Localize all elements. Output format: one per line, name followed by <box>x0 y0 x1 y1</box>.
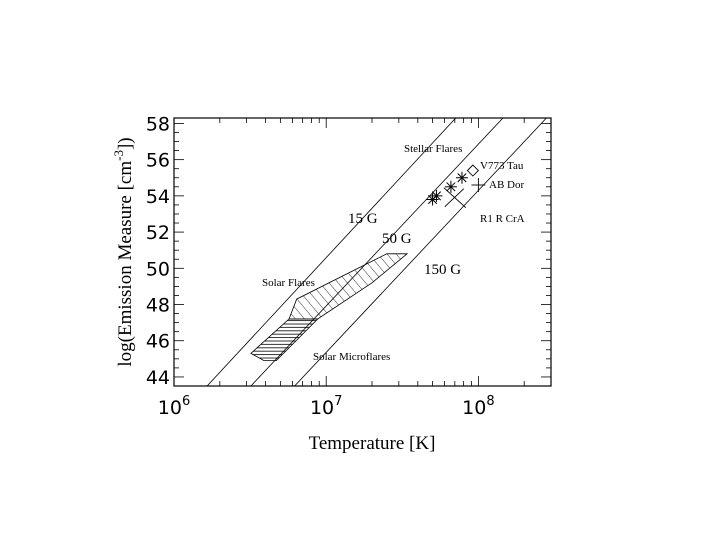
x-tick-exponent: 8 <box>486 394 494 409</box>
stellar-flares-label: Stellar Flares <box>404 143 462 155</box>
field-label-150g: 150 G <box>424 262 461 278</box>
solar-microflares-region <box>250 318 319 362</box>
ab-dor-label: AB Dor <box>489 179 524 191</box>
asterisk-stroke <box>431 191 442 201</box>
y-axis-title-close: ]) <box>115 137 136 150</box>
field-lines <box>206 118 547 386</box>
y-tick-label: 48 <box>146 295 170 317</box>
x-tick-base: 10 <box>158 397 182 419</box>
markers <box>426 164 486 209</box>
stellar-flare-point <box>430 189 443 202</box>
y-tick-label: 50 <box>146 258 170 280</box>
v773-tau-label: V773 Tau <box>480 160 524 172</box>
stellar-flare-point <box>455 171 468 184</box>
y-tick-label: 44 <box>146 367 170 389</box>
field-label-50g: 50 G <box>382 231 412 247</box>
field-label-15g: 15 G <box>348 211 378 227</box>
y-tick-label: 58 <box>146 113 170 135</box>
y-tick-label: 52 <box>146 222 170 244</box>
field-line-15g <box>206 118 457 386</box>
star-marker-plus <box>471 178 486 192</box>
x-tick-label: 106 <box>158 394 190 419</box>
x-tick-label: 108 <box>462 394 494 419</box>
y-tick-label: 56 <box>146 150 170 172</box>
x-tick-label: 107 <box>310 394 342 419</box>
asterisk-stroke <box>457 173 467 183</box>
y-tick-label: 46 <box>146 331 170 353</box>
star-marker-diamond <box>466 164 480 177</box>
star-marker-cross <box>443 187 467 209</box>
plot-frame <box>173 117 552 387</box>
y-axis-title-exponent: -3 <box>111 150 126 161</box>
annotations: Stellar Flares V773 Tau AB Dor R1 R CrA 15 G… <box>262 143 525 363</box>
x-axis-title: Temperature [K] <box>309 433 436 454</box>
y-axis-title-main: log(Emission Measure [cm <box>115 161 136 367</box>
r1-rcra-label: R1 R CrA <box>480 213 525 225</box>
stellar-flare-point <box>444 180 457 193</box>
x-tick-base: 10 <box>310 397 334 419</box>
regions <box>250 253 409 362</box>
cross-b <box>444 188 465 208</box>
solar-flares-label: Solar Flares <box>262 277 315 289</box>
x-tick-exponent: 7 <box>334 394 342 409</box>
solar-microflares-label: Solar Microflares <box>313 351 390 363</box>
x-tick-exponent: 6 <box>182 394 190 409</box>
asterisk-stroke <box>446 182 456 192</box>
x-tick-base: 10 <box>462 397 486 419</box>
y-axis-title: log(Emission Measure [cm-3]) <box>111 137 136 366</box>
y-tick-label: 54 <box>146 186 170 208</box>
field-line-150g <box>294 118 547 386</box>
